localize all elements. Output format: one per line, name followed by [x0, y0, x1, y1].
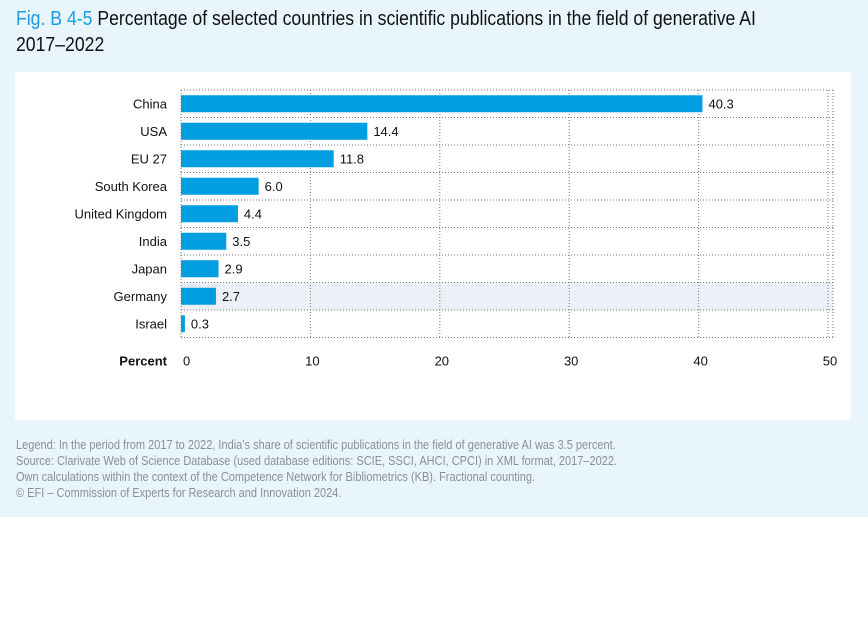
data-label: 2.9 [225, 261, 243, 276]
data-label: 0.3 [191, 316, 209, 331]
bar [181, 122, 368, 140]
category-label: USA [140, 124, 167, 139]
x-tick-label: 30 [564, 354, 578, 369]
figure-number: Fig. B 4-5 [16, 7, 93, 30]
x-tick-label: 20 [435, 354, 449, 369]
category-label: Germany [114, 289, 168, 304]
data-label: 14.4 [373, 124, 398, 139]
bar [181, 95, 703, 113]
figure-title-text: Percentage of selected countries in scie… [16, 7, 756, 56]
category-label: Israel [135, 316, 167, 331]
x-tick-label: 10 [305, 354, 319, 369]
category-label: EU 27 [131, 151, 167, 166]
chart-panel: 0 10 20 30 40 50 China 40.3 USA 14.4 EU 27 11.8 Sout… [15, 72, 851, 420]
category-label: South Korea [95, 179, 168, 194]
figure-notes: Legend: In the period from 2017 to 2022,… [16, 437, 808, 501]
category-label: China [133, 96, 168, 111]
bar [181, 232, 227, 250]
bar [181, 205, 238, 223]
x-tick-label: 50 [823, 354, 837, 369]
bar [181, 260, 219, 278]
method-note: Own calculations within the context of t… [16, 470, 536, 484]
data-label: 6.0 [265, 179, 283, 194]
x-tick-label: 0 [183, 354, 190, 369]
data-label: 40.3 [708, 96, 733, 111]
bar [181, 150, 334, 168]
category-label: Japan [132, 261, 167, 276]
category-label: India [139, 234, 168, 249]
x-axis-label: Percent [119, 354, 167, 369]
figure-title: Fig. B 4-5 Percentage of selected countr… [16, 6, 773, 58]
legend-note: Legend: In the period from 2017 to 2022,… [16, 438, 616, 452]
copyright-note: © EFI – Commission of Experts for Resear… [16, 486, 342, 500]
bar [181, 315, 185, 333]
bar [181, 177, 259, 195]
x-tick-label: 40 [693, 354, 707, 369]
source-note: Source: Clarivate Web of Science Databas… [16, 454, 618, 468]
data-label: 2.7 [222, 289, 240, 304]
data-label: 11.8 [340, 151, 364, 166]
bar [181, 287, 216, 305]
bar-chart: 0 10 20 30 40 50 China 40.3 USA 14.4 EU 27 11.8 Sout… [75, 89, 837, 369]
data-label: 3.5 [232, 234, 250, 249]
data-label: 4.4 [244, 206, 262, 221]
highlight-row [181, 282, 833, 310]
category-label: United Kingdom [75, 206, 168, 221]
